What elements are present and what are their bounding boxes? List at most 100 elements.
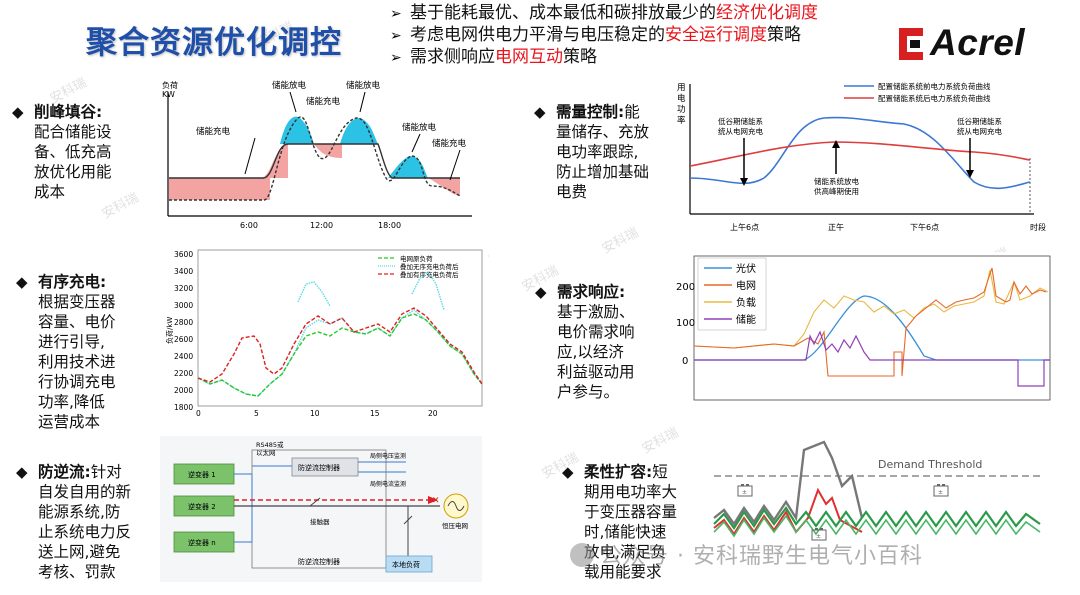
item-line: 运营成本	[38, 413, 101, 431]
svg-text:±: ±	[816, 533, 821, 540]
item-line: 应,以经济	[557, 343, 624, 361]
original-load-curve	[713, 440, 864, 527]
y-tick-label: 2200	[174, 369, 193, 378]
item-heading: 防逆流:	[38, 463, 91, 481]
annotation-label: 低谷期储能系	[957, 116, 1002, 126]
page-title: 聚合资源优化调控	[86, 25, 342, 61]
item-line: 基于激励、	[557, 303, 635, 321]
item-demand-control: ◆ 需量控制:能 量储存、充放 电功率跟踪, 防止增加基础 电费	[534, 102, 666, 202]
intro-bullet-2: ➢ 考虑电网供电力平滑与电压稳定的安全运行调度策略	[390, 24, 910, 46]
optimized-load-curve	[169, 143, 460, 179]
y-tick-label: 3000	[174, 301, 193, 310]
bullet-text: 策略	[767, 25, 801, 45]
y-tick-label: 0	[682, 356, 688, 367]
watermark: 安科瑞	[539, 450, 582, 483]
item-line: 电功率跟踪,	[556, 143, 639, 161]
item-line: 放电,满足负	[584, 543, 667, 561]
wechat-icon	[570, 543, 594, 567]
comm-label: RS485或	[256, 440, 284, 449]
item-peak-shaving: ◆ 削峰填谷: 配合储能设 备、低充高 放优化用能 成本	[12, 102, 154, 202]
item-line: 针对	[90, 463, 122, 481]
frame-label: 防逆流控制器	[298, 557, 340, 566]
controller-label: 防逆流控制器	[298, 463, 340, 472]
peak-shaving-chart: 负荷 KW 储能充电 储能放电 储能充电 储能放电 储能放电 储能充电 6:00…	[160, 78, 478, 230]
inverter-label: 逆变器 2	[188, 502, 216, 511]
legend-entry: 叠加无序充电负荷后	[400, 262, 459, 271]
item-line: 进行引导,	[38, 333, 105, 351]
item-heading: 有序充电:	[38, 273, 107, 291]
annotation-label: 储能充电	[196, 126, 231, 137]
arrow-down-icon	[740, 178, 748, 186]
grid-label: 恒压电网	[442, 521, 468, 530]
y-tick-label: 100	[676, 318, 695, 329]
bullet-text: 需求侧响应	[410, 47, 495, 67]
item-line: 户参与。	[557, 383, 620, 401]
item-line: 电费	[556, 183, 588, 201]
item-line: 根据变压器	[38, 293, 116, 311]
svg-text:±: ±	[938, 489, 943, 496]
y-tick-label: 3200	[174, 284, 193, 293]
annotation-label: 储能放电	[402, 122, 437, 133]
comm-label: 以太网	[256, 448, 276, 457]
item-line: 利用技术进	[38, 353, 116, 371]
intro-bullet-3: ➢ 需求侧响应电网互动策略	[390, 46, 910, 68]
item-line: 自发自用的新	[38, 483, 132, 501]
y-tick-label: 2400	[174, 352, 193, 361]
item-line: 功率,降低	[38, 393, 105, 411]
battery-load-curve	[713, 506, 1041, 530]
item-line: 止系统电力反	[38, 523, 132, 541]
local-load-label: 本地负荷	[392, 560, 420, 569]
bullet-text: 基于能耗最优、成本最低和碳排放最少的	[410, 3, 716, 23]
item-flexible-expansion: ◆ 柔性扩容:短 期用电功率大 于变压器容量 时,储能快速 放电,满足负 载用能…	[562, 462, 694, 582]
item-line: 备、低充高	[34, 143, 112, 161]
label-pointer	[244, 137, 256, 175]
arrow-right-icon	[428, 496, 438, 504]
watermark: 安科瑞	[599, 225, 642, 258]
charge-area	[428, 178, 460, 196]
x-tick-label: 正午	[828, 222, 844, 232]
original-load-curve	[169, 116, 461, 201]
item-line: 载用能要求	[584, 563, 662, 581]
contactor-label: 接触器	[310, 517, 330, 526]
unordered-charging-peak	[297, 281, 331, 307]
annotation-label: 供高峰期使用	[814, 186, 859, 196]
item-line: 防止增加基础	[556, 163, 650, 181]
bullet-highlight: 电网互动	[495, 47, 563, 67]
x-tick-label: 10	[310, 409, 320, 418]
inverter-label: 逆变器 n	[188, 538, 216, 547]
y-tick-label: 200	[676, 282, 695, 293]
arrow-up-icon	[832, 140, 840, 148]
discharge-area	[340, 118, 378, 144]
demand-response-chart: 200 100 0 光伏 电网 负载 储能	[674, 252, 1054, 402]
x-tick-label: 下午6点	[910, 222, 939, 232]
item-line: 期用电功率大	[584, 483, 678, 501]
contactor-switch	[309, 497, 321, 507]
y-tick-label: 1800	[174, 403, 193, 412]
annotation-label: 统从电网充电	[718, 126, 763, 136]
label-pointer	[289, 91, 297, 113]
diamond-bullet-icon: ◆	[562, 463, 574, 481]
item-heading: 需求响应:	[557, 283, 626, 301]
legend-entry: 配置储能系统后电力系统负荷曲线	[878, 93, 991, 103]
arrow-right-icon: ➢	[390, 6, 402, 22]
y-tick-label: 3400	[174, 267, 193, 276]
y-axis-label: 负荷	[162, 80, 178, 90]
ordered-charging-curve	[197, 307, 483, 385]
item-line: 量储存、充放	[556, 123, 650, 141]
item-line: 送上网,避免	[38, 543, 121, 561]
intro-bullets: ➢ 基于能耗最优、成本最低和碳排放最少的经济优化调度 ➢ 考虑电网供电力平滑与电压稳…	[390, 2, 910, 68]
item-line: 考核、罚款	[38, 563, 116, 581]
acrel-logo-text: Acrel	[930, 22, 1026, 63]
y-axis-label: 电	[677, 93, 686, 104]
label-pointer	[411, 133, 421, 153]
original-load-curve	[197, 313, 483, 397]
item-line: 短	[652, 463, 668, 481]
x-tick-label: 12:00	[310, 221, 333, 230]
inverter-label: 逆变器 1	[188, 470, 216, 479]
item-demand-response: ◆ 需求响应: 基于激励、 电价需求响 应,以经济 利益驱动用 户参与。	[535, 282, 667, 402]
item-line: 于变压器容量	[584, 503, 678, 521]
diamond-bullet-icon: ◆	[535, 283, 547, 301]
x-tick-label: 5	[254, 409, 259, 418]
grid-load-curve	[713, 487, 863, 536]
